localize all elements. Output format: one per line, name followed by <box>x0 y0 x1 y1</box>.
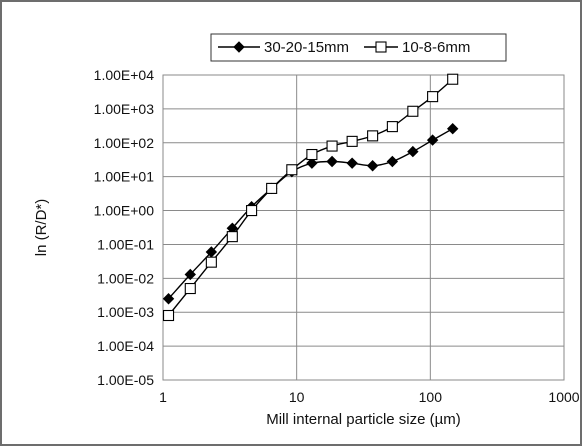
y-tick-label: 1.00E-05 <box>97 372 154 388</box>
square-point <box>205 256 217 268</box>
legend: 30-20-15mm 10-8-6mm <box>210 33 507 62</box>
y-tick-label: 1.00E-04 <box>97 338 154 354</box>
y-tick-label: 1.00E-02 <box>97 270 154 286</box>
y-tick-label: 1.00E-01 <box>97 236 154 252</box>
grid-lines <box>162 74 565 381</box>
square-point <box>367 130 379 142</box>
legend-diamond-icon <box>233 41 245 53</box>
square-point <box>346 135 358 147</box>
x-axis-title: Mill internal particle size (µm) <box>266 411 461 428</box>
y-tick-label: 1.00E-03 <box>97 304 154 320</box>
square-point <box>326 140 338 152</box>
square-point <box>226 231 238 243</box>
y-tick-label: 1.00E+02 <box>94 135 155 151</box>
series-group <box>162 73 459 322</box>
diamond-point <box>366 160 379 172</box>
axis-labels: 1.00E-05 1.00E-04 1.00E-03 1.00E-02 1.00E-01… <box>94 67 580 405</box>
x-tick-label: 1 <box>159 389 167 405</box>
diamond-point <box>386 155 399 168</box>
square-point <box>386 121 398 133</box>
legend-item-1: 30-20-15mm <box>218 39 349 56</box>
x-tick-label: 10 <box>289 389 305 405</box>
legend-square-icon <box>375 41 387 53</box>
diamond-point <box>184 268 196 281</box>
legend-item-2: 10-8-6mm <box>364 39 470 56</box>
y-tick-label: 1.00E+04 <box>94 67 155 83</box>
legend-label: 30-20-15mm <box>264 39 349 56</box>
square-point <box>447 73 459 85</box>
diamond-point <box>306 157 318 169</box>
diamond-point <box>346 157 358 169</box>
diamond-point <box>446 123 459 135</box>
legend-box <box>210 33 507 62</box>
square-point <box>246 205 258 217</box>
diamond-point <box>162 293 175 305</box>
x-tick-label: 1000 <box>548 389 579 405</box>
y-tick-label: 1.00E+03 <box>94 101 155 117</box>
diamond-point <box>326 155 338 168</box>
series-2 <box>162 73 459 322</box>
legend-label: 10-8-6mm <box>402 39 470 56</box>
y-tick-label: 1.00E+01 <box>94 169 155 185</box>
square-point <box>162 309 175 322</box>
plot-area <box>162 74 565 381</box>
y-axis-title: ln (R/D*) <box>33 199 50 257</box>
y-tick-label: 1.00E+00 <box>94 203 155 219</box>
square-point <box>306 148 318 161</box>
square-point <box>407 105 419 117</box>
diamond-point <box>407 145 419 158</box>
square-point <box>427 91 439 103</box>
square-point <box>286 164 298 176</box>
x-tick-label: 100 <box>419 389 443 405</box>
square-point <box>184 282 196 295</box>
square-point <box>266 182 278 194</box>
diamond-point <box>426 134 439 146</box>
